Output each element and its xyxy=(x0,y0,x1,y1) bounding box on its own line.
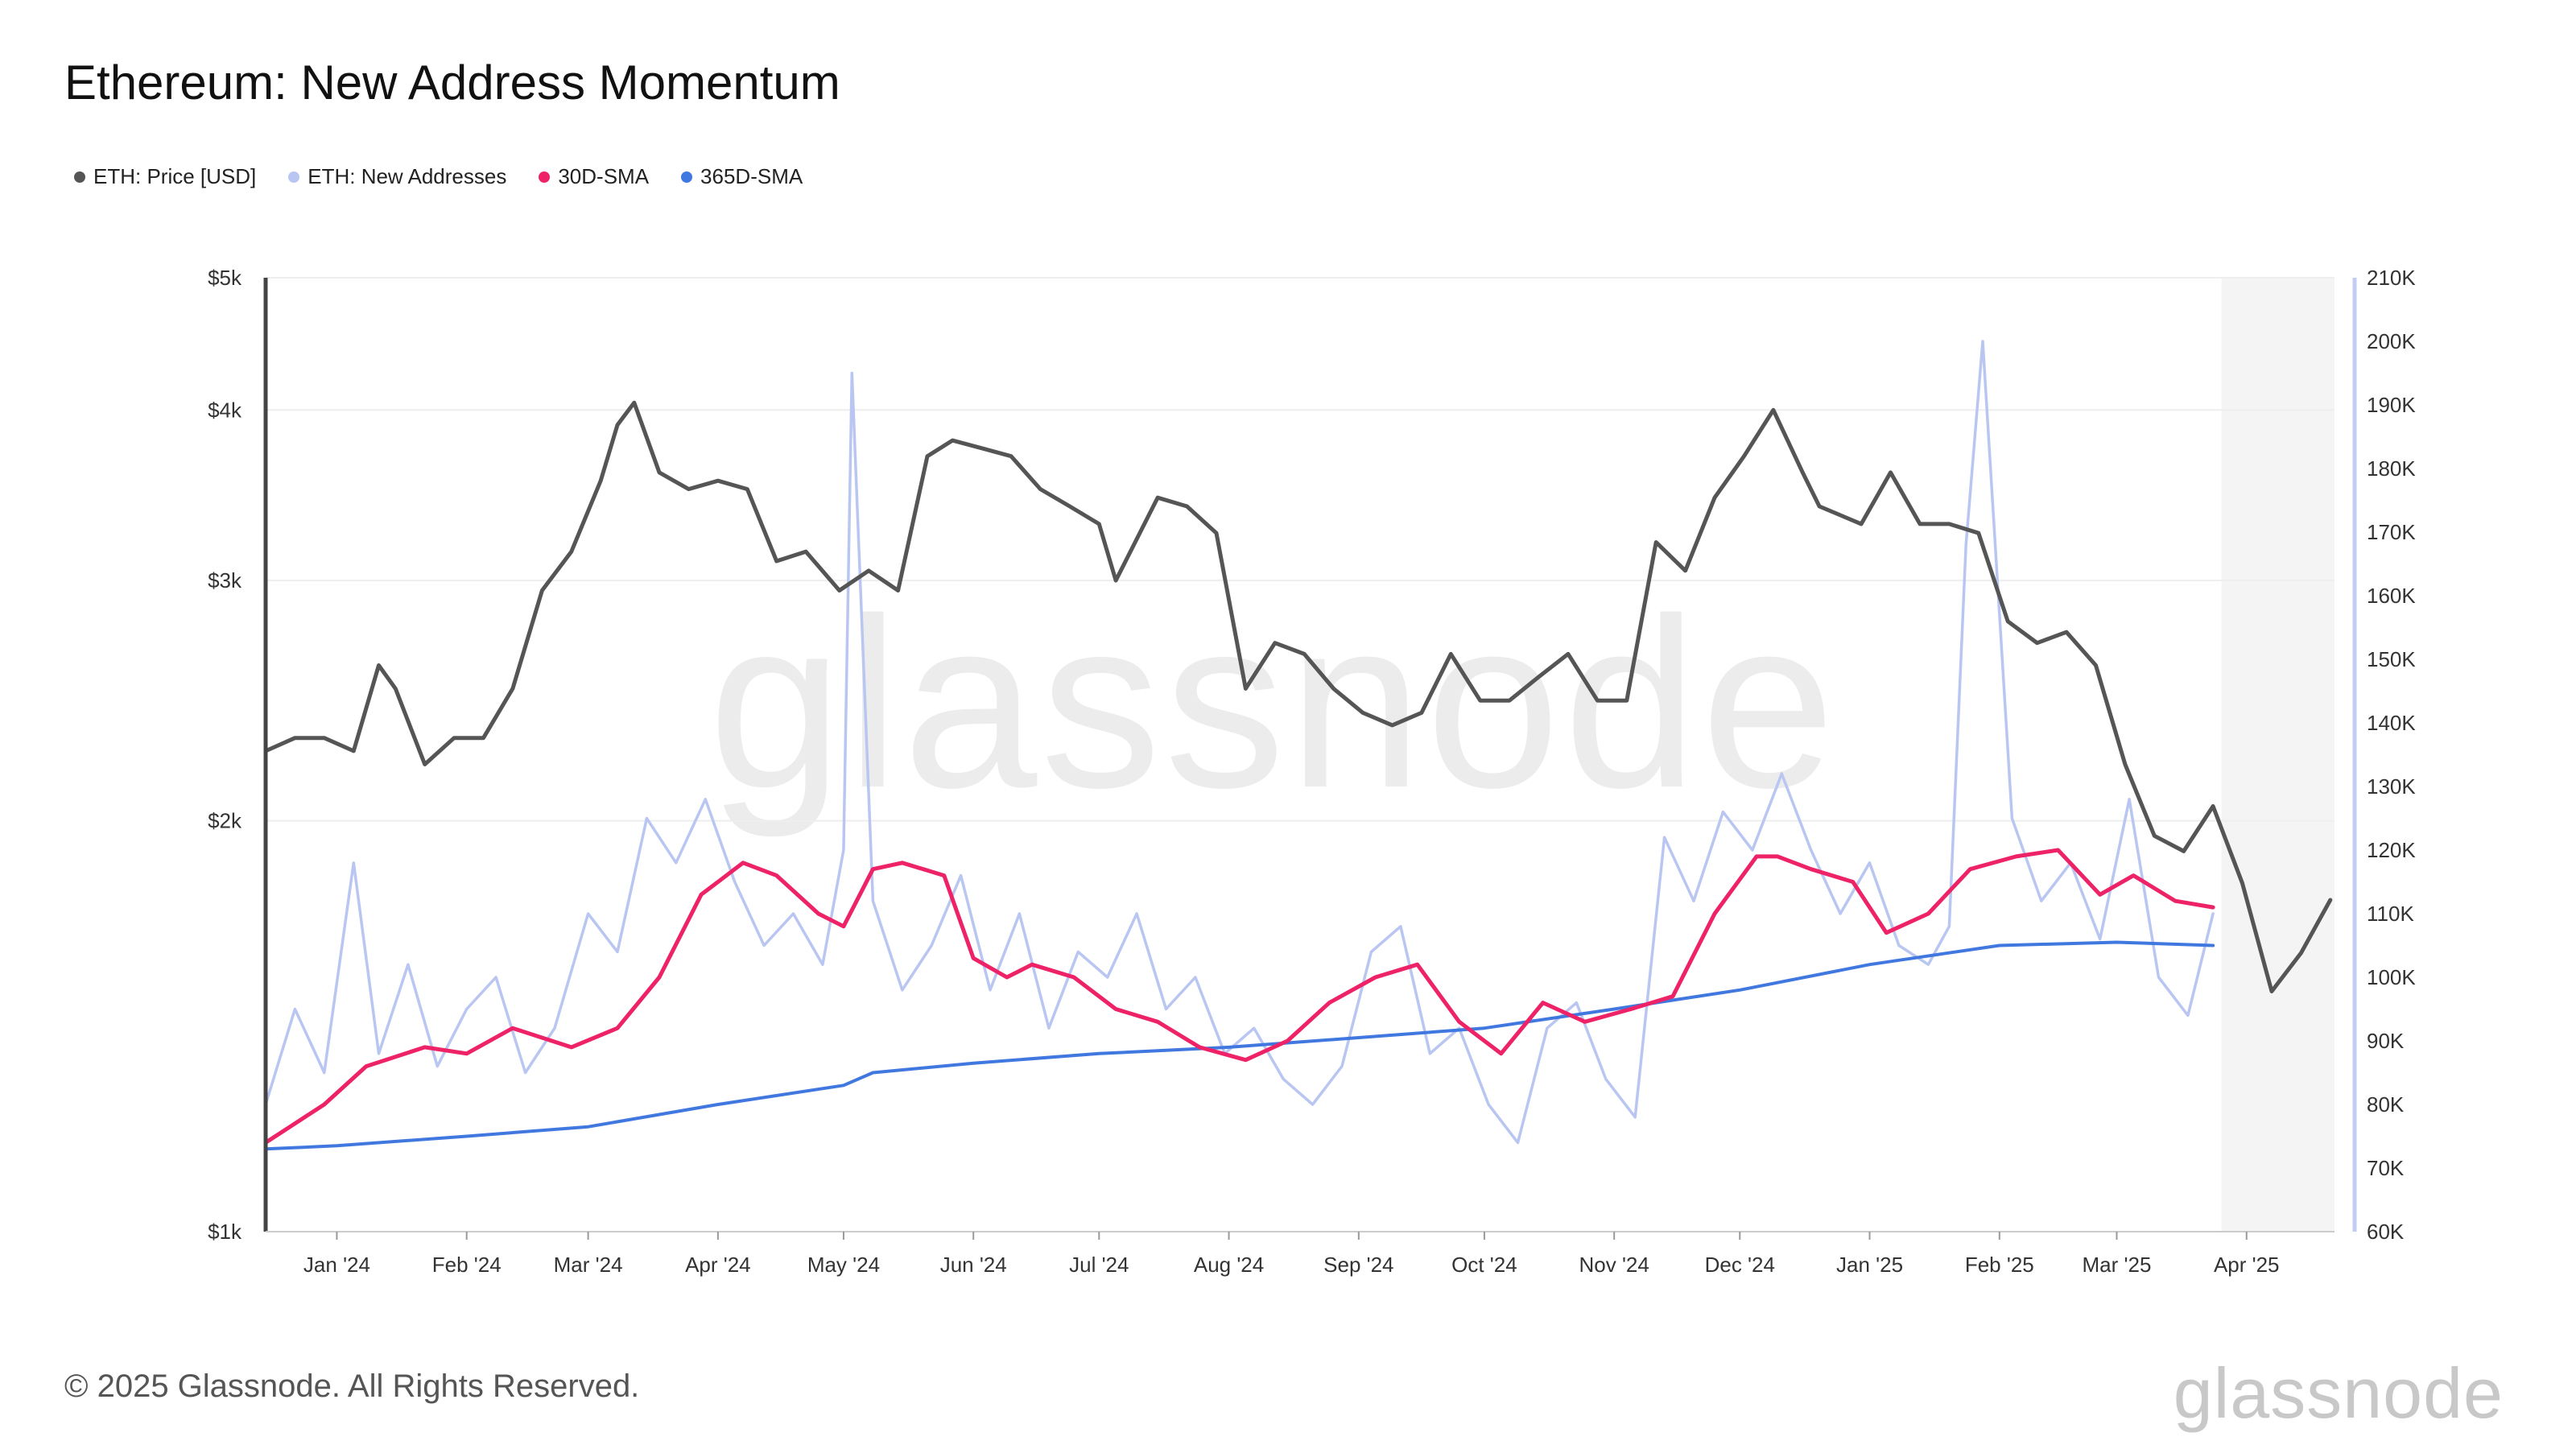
x-tick-label: Jan '24 xyxy=(303,1253,370,1277)
legend-item-price[interactable]: ETH: Price [USD] xyxy=(74,164,256,189)
grid-lines xyxy=(266,277,2334,1232)
right-tick-label: 160K xyxy=(2367,584,2416,608)
legend-label-price: ETH: Price [USD] xyxy=(93,164,257,188)
legend-dot-price-icon xyxy=(74,171,85,183)
x-tick-label: Oct '24 xyxy=(1451,1253,1517,1277)
right-tick-label: 190K xyxy=(2367,393,2416,417)
future-shaded-region xyxy=(2221,278,2334,1232)
x-tick-label: May '24 xyxy=(807,1253,880,1277)
x-tick-label: Jul '24 xyxy=(1069,1253,1129,1277)
left-tick-label: $1k xyxy=(208,1220,242,1244)
new-addresses-line xyxy=(264,340,2215,1145)
x-tick-label: Apr '24 xyxy=(685,1253,751,1277)
right-tick-label: 90K xyxy=(2367,1029,2405,1053)
shaded-region-rect xyxy=(2221,278,2334,1232)
right-tick-label: 110K xyxy=(2367,902,2414,926)
legend-dot-new-addresses-icon xyxy=(288,171,300,183)
x-tick-label: Mar '24 xyxy=(554,1253,623,1277)
legend-label-365d-sma: 365D-SMA xyxy=(700,164,803,188)
right-tick-label: 170K xyxy=(2367,520,2416,544)
left-tick-label: $4k xyxy=(208,398,242,422)
legend-label-30d-sma: 30D-SMA xyxy=(558,164,650,188)
x-tick-label: Aug '24 xyxy=(1194,1253,1264,1277)
chart-title: Ethereum: New Address Momentum xyxy=(64,56,840,109)
x-tick-label: Jun '24 xyxy=(940,1253,1007,1277)
x-tick-label: Apr '25 xyxy=(2214,1253,2280,1277)
legend-dot-365d-sma-icon xyxy=(681,171,693,183)
price-line xyxy=(263,400,2333,993)
series-layer xyxy=(263,340,2333,1151)
right-tick-label: 60K xyxy=(2367,1220,2405,1244)
axes-layer: $1k $2k $3k $4k $5k 60K 70K 80K 90K 100K 110K 120K 1… xyxy=(208,266,2416,1277)
legend-item-new-addresses[interactable]: ETH: New Addresses xyxy=(288,164,506,189)
copyright-footer: © 2025 Glassnode. All Rights Reserved. xyxy=(64,1368,640,1404)
right-tick-label: 120K xyxy=(2367,838,2416,862)
x-tick-label: Jan '25 xyxy=(1836,1253,1903,1277)
right-tick-label: 210K xyxy=(2367,266,2416,290)
sma-30d-line xyxy=(263,848,2215,1145)
x-tick-label: Mar '25 xyxy=(2083,1253,2152,1277)
x-tick-label: Feb '24 xyxy=(432,1253,502,1277)
right-tick-label: 130K xyxy=(2367,774,2416,799)
right-tick-label: 150K xyxy=(2367,647,2416,671)
right-tick-label: 200K xyxy=(2367,329,2416,353)
legend-label-new-addresses: ETH: New Addresses xyxy=(308,164,507,188)
x-tick-label: Sep '24 xyxy=(1323,1253,1393,1277)
legend: ETH: Price [USD] ETH: New Addresses 30D-… xyxy=(74,164,803,189)
right-tick-label: 80K xyxy=(2367,1092,2405,1117)
x-tick-label: Feb '25 xyxy=(1965,1253,2034,1277)
right-tick-label: 100K xyxy=(2367,965,2416,989)
x-tick-label: Nov '24 xyxy=(1579,1253,1649,1277)
left-tick-label: $2k xyxy=(208,809,242,833)
right-tick-label: 70K xyxy=(2367,1156,2405,1180)
legend-dot-30d-sma-icon xyxy=(539,171,551,183)
right-tick-label: 140K xyxy=(2367,711,2416,735)
left-tick-label: $3k xyxy=(208,568,242,592)
legend-item-30d-sma[interactable]: 30D-SMA xyxy=(539,164,649,189)
legend-item-365d-sma[interactable]: 365D-SMA xyxy=(681,164,803,189)
x-tick-label: Dec '24 xyxy=(1705,1253,1775,1277)
left-tick-label: $5k xyxy=(208,266,242,290)
right-tick-label: 180K xyxy=(2367,456,2416,481)
brand-logo: glassnode xyxy=(2173,1353,2504,1433)
sma-365d-line xyxy=(264,940,2215,1151)
